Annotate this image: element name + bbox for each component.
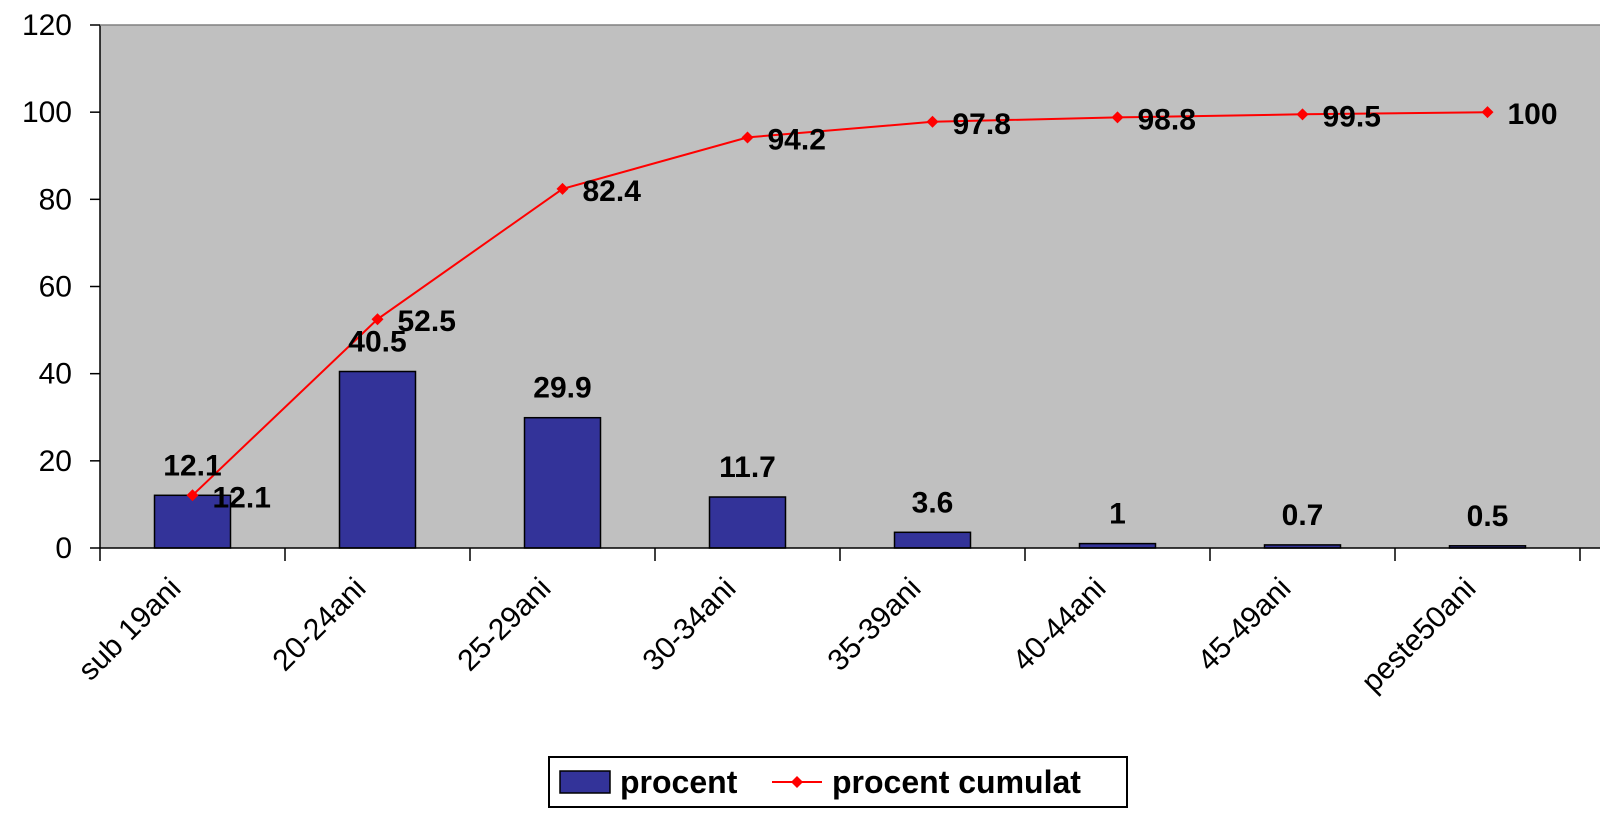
x-tick-label: 25-29ani — [452, 572, 558, 678]
cumulative-value-label: 97.8 — [953, 108, 1011, 141]
bar-1 — [153, 494, 232, 549]
cumulative-marker-3 — [556, 182, 569, 195]
bar-series-procent — [153, 370, 1527, 549]
cumulative-value-label: 52.5 — [398, 305, 456, 338]
cumulative-value-label: 98.8 — [1138, 103, 1196, 136]
x-tick-label: peste50ani — [1355, 572, 1482, 699]
bar-value-label: 12.1 — [163, 449, 221, 482]
legend: procent procent cumulat — [548, 756, 1128, 808]
legend-label-procent-cumulat: procent cumulat — [832, 764, 1081, 800]
data-labels: 12.1 40.5 29.9 11.7 3.6 1 0.7 0.5 12.1 52.5 82.4 94… — [163, 98, 1557, 533]
bar-4 — [708, 496, 787, 549]
bar-5 — [893, 531, 972, 549]
cumulative-marker-8 — [1481, 106, 1494, 119]
bar-value-label: 3.6 — [912, 486, 954, 519]
cumulative-marker-7 — [1296, 108, 1309, 121]
bar-3 — [523, 416, 602, 549]
legend-label-procent: procent — [620, 764, 738, 800]
bar-value-label: 29.9 — [533, 372, 591, 405]
y-tick-label: 20 — [39, 445, 72, 478]
cumulative-marker-6 — [1111, 111, 1124, 124]
y-tick-label: 0 — [55, 532, 72, 565]
bar-2 — [338, 370, 417, 549]
x-tick-label: sub 19ani — [72, 572, 187, 687]
y-tick-label: 120 — [22, 9, 72, 42]
cumulative-line — [191, 111, 1488, 497]
cumulative-marker-5 — [926, 115, 939, 128]
cumulative-value-label: 82.4 — [583, 175, 642, 208]
y-tick-label: 40 — [39, 358, 72, 391]
x-tick-label: 35-39ani — [822, 572, 928, 678]
y-tick-label: 60 — [39, 271, 72, 304]
x-tick-label: 45-49ani — [1192, 572, 1298, 678]
cumulative-marker-4 — [741, 131, 754, 144]
bar-value-label: 0.5 — [1467, 500, 1509, 533]
cumulative-value-label: 94.2 — [768, 123, 826, 156]
y-tick-label: 100 — [22, 96, 72, 129]
bar-value-label: 11.7 — [719, 451, 776, 484]
x-tick-label: 20-24ani — [267, 572, 373, 678]
y-tick-label: 80 — [39, 183, 72, 216]
cumulative-value-label: 12.1 — [213, 481, 271, 514]
legend-swatch-procent-cumulat-marker — [791, 776, 803, 788]
legend-box — [548, 756, 1128, 808]
cumulative-value-label: 99.5 — [1323, 100, 1381, 133]
cumulative-marker-2 — [371, 313, 384, 326]
bar-value-label: 0.7 — [1282, 499, 1324, 532]
legend-swatch-procent — [559, 770, 611, 794]
x-tick-label: 30-34ani — [637, 572, 743, 678]
cumulative-value-label: 100 — [1508, 98, 1558, 131]
bar-value-label: 40.5 — [348, 325, 406, 358]
bar-value-label: 1 — [1109, 498, 1126, 531]
line-series-procent-cumulat — [186, 106, 1494, 502]
cumulative-marker-1 — [186, 489, 199, 502]
x-tick-label: 40-44ani — [1007, 572, 1113, 678]
